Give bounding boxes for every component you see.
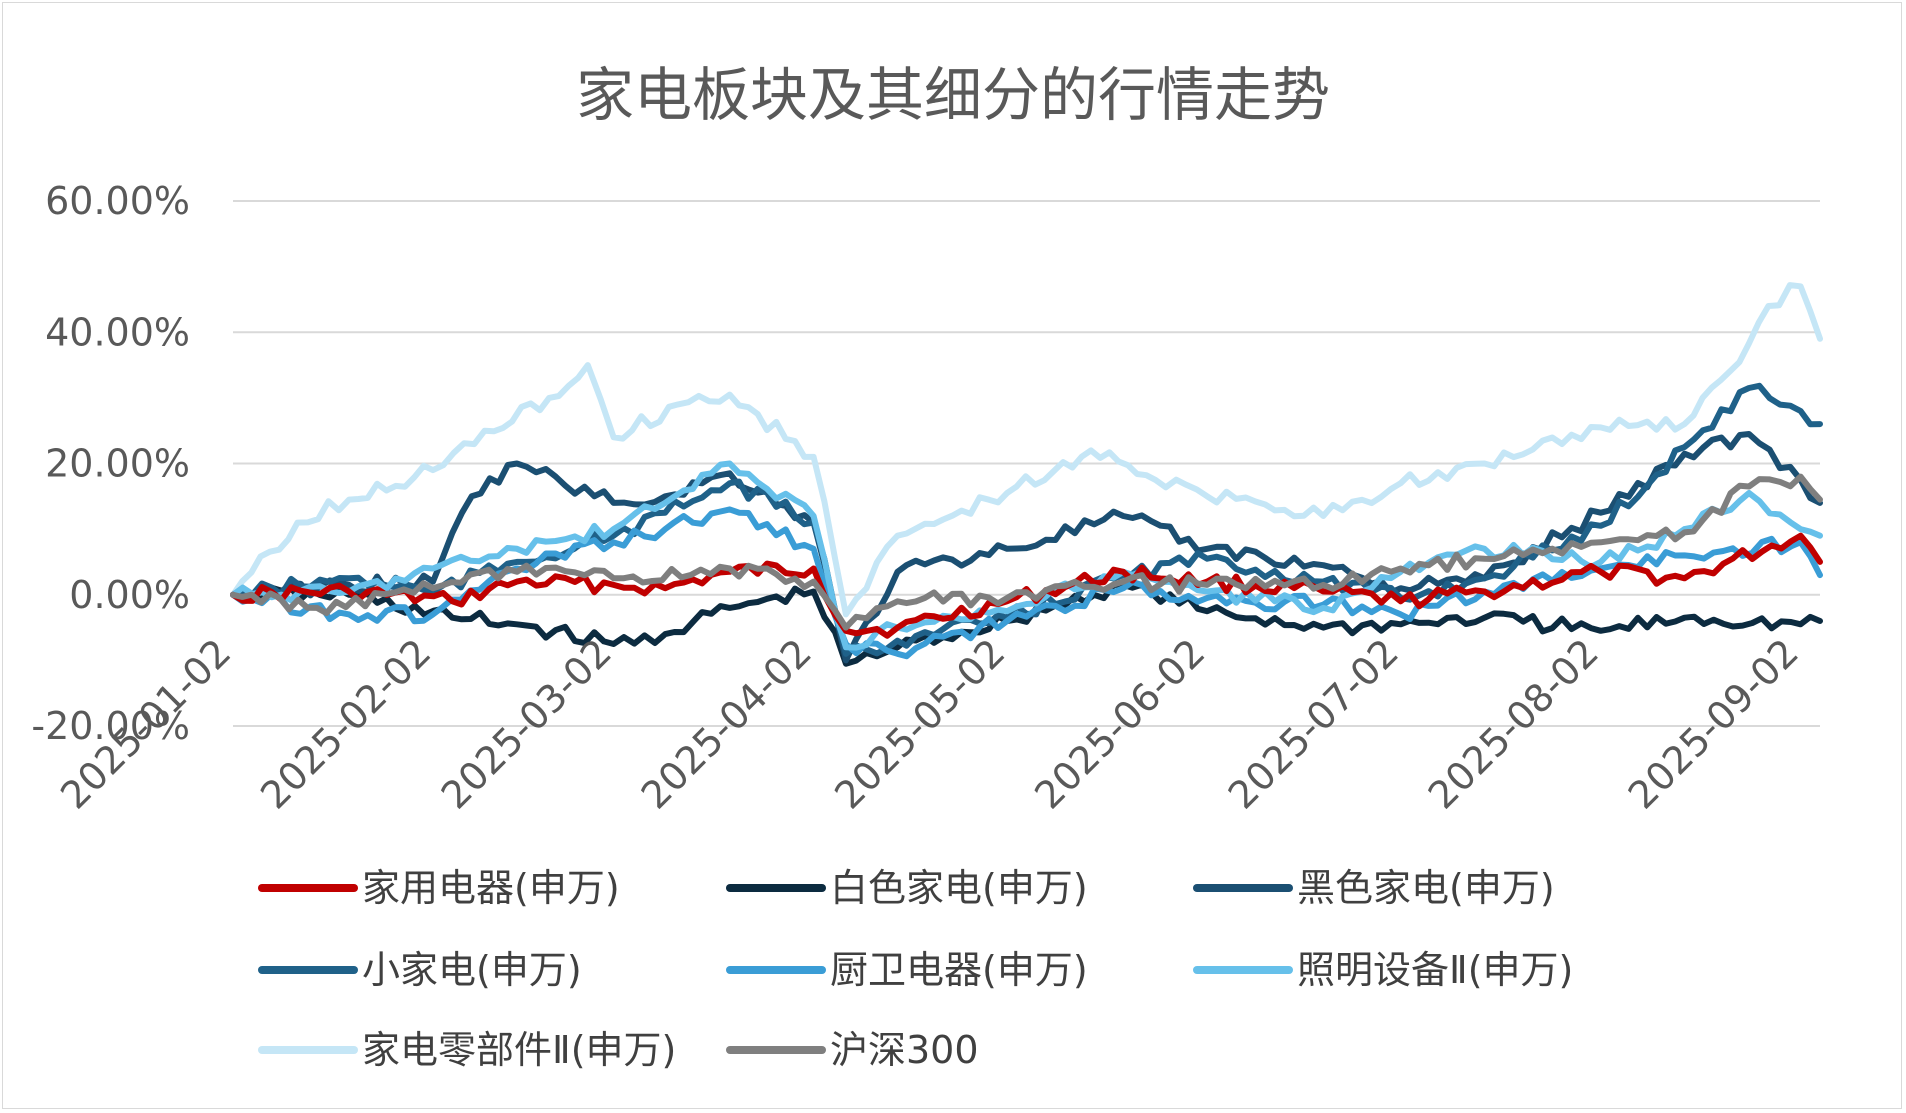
y-tick-label: 60.00%	[45, 179, 190, 223]
legend-label: 照明设备Ⅱ(申万)	[1297, 948, 1573, 992]
legend-label: 家电零部件Ⅱ(申万)	[362, 1028, 676, 1072]
x-tick-label: 2025-03-02	[433, 630, 620, 817]
series-line	[230, 460, 1823, 651]
x-tick-label: 2025-08-02	[1420, 630, 1607, 817]
series-lines	[230, 282, 1823, 667]
x-tick-label: 2025-09-02	[1620, 630, 1807, 817]
y-tick-label: 40.00%	[45, 310, 190, 354]
x-tick-label: 2025-02-02	[252, 630, 439, 817]
legend-label: 沪深300	[830, 1028, 979, 1072]
legend-label: 黑色家电(申万)	[1297, 866, 1555, 910]
legend-label: 小家电(申万)	[362, 948, 582, 992]
y-tick-label: -20.00%	[31, 704, 190, 748]
x-tick-label: 2025-06-02	[1026, 630, 1213, 817]
legend-label: 家用电器(申万)	[362, 866, 620, 910]
y-tick-label: 20.00%	[45, 442, 190, 486]
series-line	[230, 532, 1823, 639]
chart-title: 家电板块及其细分的行情走势	[576, 61, 1330, 129]
x-tick-label: 2025-07-02	[1220, 630, 1407, 817]
y-tick-label: 0.00%	[69, 573, 190, 617]
legend: 家用电器(申万) 白色家电(申万) 黑色家电(申万) 小家电(申万) 厨卫电器(申万) 照…	[258, 866, 1573, 1072]
series-line	[230, 282, 1823, 618]
y-axis-ticks: 60.00% 40.00% 20.00% 0.00% -20.00%	[31, 179, 190, 748]
series-line	[230, 473, 1823, 631]
legend-label: 白色家电(申万)	[830, 866, 1088, 910]
series-line	[230, 581, 1823, 667]
x-tick-label: 2025-04-02	[633, 630, 820, 817]
grid-lines	[233, 200, 1820, 727]
series-line	[230, 431, 1823, 664]
legend-label: 厨卫电器(申万)	[830, 948, 1088, 992]
